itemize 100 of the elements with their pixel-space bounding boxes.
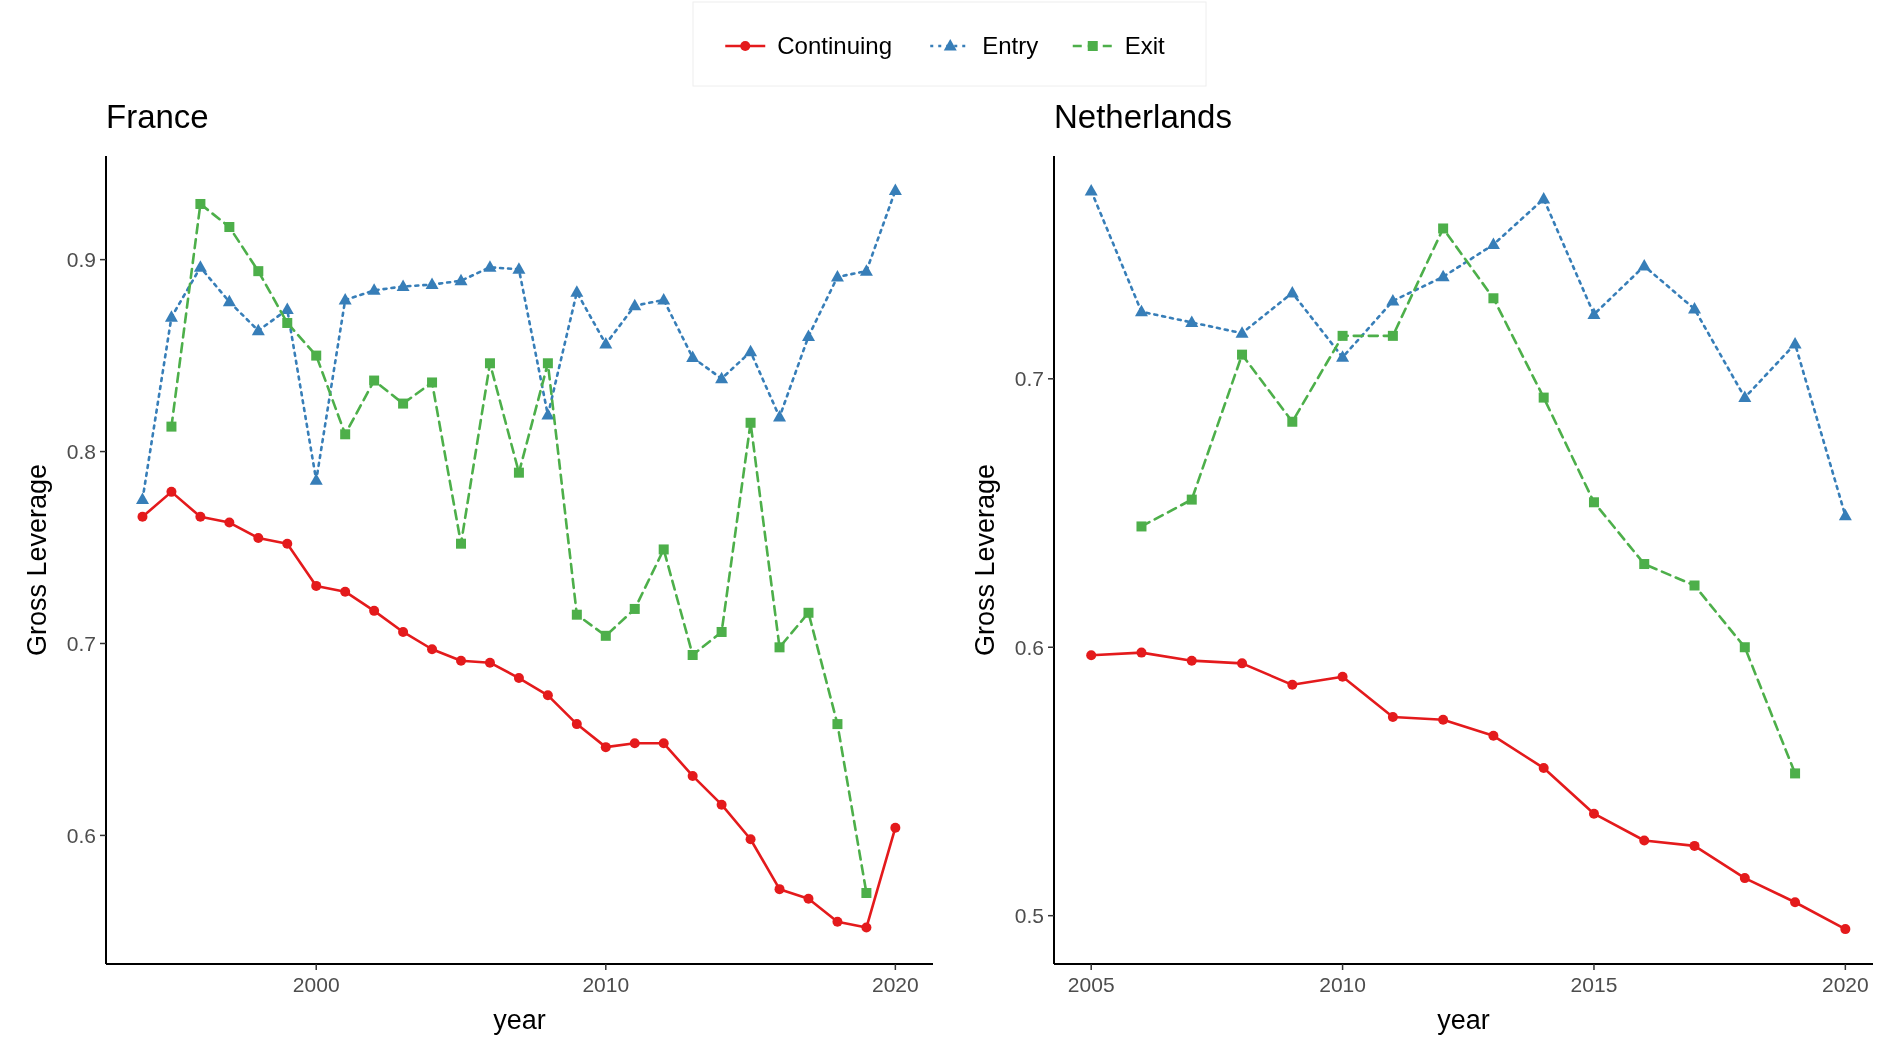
point (1538, 763, 1549, 774)
y-axis-title: Gross Leverage (970, 463, 1000, 657)
point (658, 738, 669, 749)
point (658, 544, 669, 555)
point (1136, 647, 1147, 658)
point (1788, 336, 1802, 349)
point (832, 719, 843, 730)
point (195, 198, 206, 209)
point (1639, 835, 1650, 846)
point (427, 377, 438, 388)
point (1084, 183, 1098, 196)
point (716, 799, 727, 810)
point (542, 358, 553, 369)
point (396, 279, 410, 292)
point (1838, 508, 1852, 521)
point (687, 650, 698, 660)
point (454, 273, 468, 286)
point (251, 323, 265, 336)
x-tick-label: 2000 (292, 973, 340, 996)
point (861, 922, 872, 933)
point (628, 298, 642, 311)
point (570, 285, 584, 297)
x-tick-label: 2010 (582, 973, 630, 996)
point (1235, 326, 1249, 338)
point (340, 429, 351, 440)
point (1738, 390, 1752, 403)
point (774, 642, 785, 653)
point (888, 183, 902, 196)
point (1689, 840, 1700, 851)
point (803, 893, 814, 904)
point (427, 644, 438, 655)
point (1287, 416, 1298, 427)
point (367, 283, 381, 295)
point (600, 742, 611, 753)
point (687, 770, 698, 781)
point (542, 690, 553, 701)
point (830, 269, 844, 282)
point (745, 834, 756, 845)
y-tick-label: 0.7 (66, 631, 96, 655)
point (1237, 349, 1248, 360)
point (512, 262, 526, 274)
point (1285, 285, 1299, 298)
point (193, 260, 207, 272)
point (1438, 223, 1449, 234)
legend-label: Exit (1124, 32, 1166, 60)
point (774, 884, 785, 895)
x-tick-label: 2015 (1570, 973, 1618, 996)
point (1790, 897, 1801, 908)
point (195, 511, 206, 522)
point (311, 580, 322, 591)
point (859, 264, 873, 276)
point (137, 511, 148, 522)
point (1637, 259, 1651, 271)
point (456, 538, 467, 549)
point (1688, 302, 1702, 314)
y-tick-label: 0.6 (1014, 635, 1044, 659)
point (1488, 730, 1499, 741)
point (1588, 808, 1599, 819)
point (166, 486, 177, 497)
point (716, 626, 727, 637)
point (1739, 642, 1750, 653)
point (1486, 237, 1500, 250)
x-axis-title: year (1437, 1005, 1490, 1035)
point (369, 375, 380, 386)
point (253, 532, 264, 543)
point (1387, 712, 1398, 723)
point (745, 417, 756, 428)
point (629, 603, 640, 614)
y-tick-label: 0.6 (66, 823, 96, 847)
point (398, 398, 409, 409)
y-tick-label: 0.8 (66, 439, 96, 463)
point (253, 266, 264, 277)
point (483, 260, 497, 272)
point (1840, 924, 1851, 935)
point (340, 586, 351, 597)
point (1287, 679, 1298, 690)
point (1186, 655, 1197, 666)
point (599, 337, 613, 349)
legend-label: Entry (982, 32, 1039, 60)
point (513, 673, 524, 684)
point (513, 467, 524, 478)
point (135, 492, 149, 505)
point (280, 302, 294, 315)
point (484, 358, 495, 369)
point (1438, 714, 1449, 725)
point (1237, 658, 1248, 669)
point (484, 657, 495, 668)
point (1639, 559, 1650, 570)
point (1790, 768, 1801, 779)
point (1386, 293, 1400, 306)
point (222, 294, 236, 307)
y-axis-title: Gross Leverage (22, 463, 52, 657)
point (1086, 650, 1097, 661)
point (309, 473, 323, 485)
x-tick-label: 2010 (1319, 973, 1366, 996)
point (369, 605, 380, 616)
point (571, 719, 582, 730)
x-axis-title: year (493, 1005, 546, 1035)
point (224, 222, 235, 233)
point (164, 310, 178, 322)
